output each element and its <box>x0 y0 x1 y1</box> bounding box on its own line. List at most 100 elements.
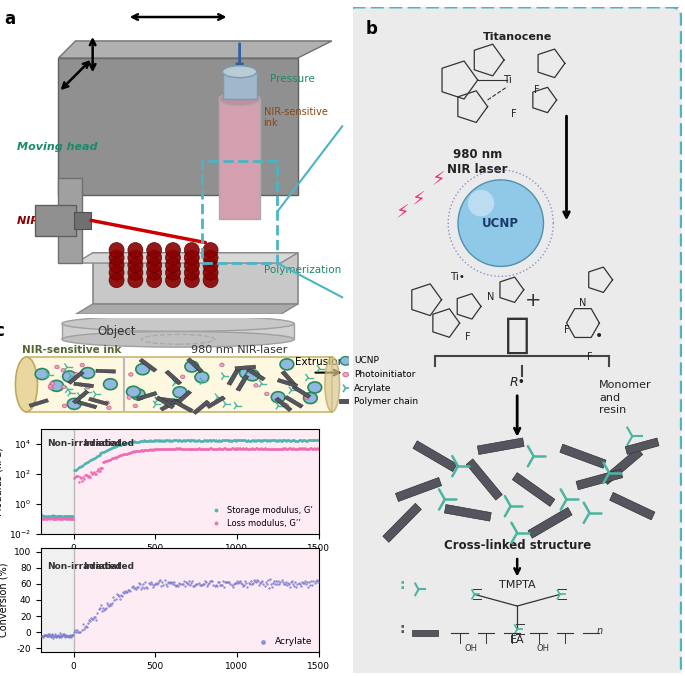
Text: Irradiated: Irradiated <box>84 562 134 571</box>
Acrylate <box>126 581 137 592</box>
Point <box>55 627 66 638</box>
Acrylate <box>176 579 187 589</box>
Bar <box>576 469 623 489</box>
Acrylate <box>158 579 169 590</box>
Point <box>60 631 71 642</box>
Text: ⚡: ⚡ <box>395 203 409 222</box>
Circle shape <box>203 250 218 265</box>
FancyBboxPatch shape <box>58 178 82 263</box>
Acrylate <box>80 621 91 631</box>
Acrylate <box>234 576 245 587</box>
Acrylate <box>197 579 208 589</box>
Acrylate <box>221 576 232 587</box>
Text: R•: R• <box>509 377 525 389</box>
Point <box>46 630 57 641</box>
Acrylate <box>91 615 102 626</box>
Point <box>67 629 78 640</box>
Text: 980 nm NIR-laser: 980 nm NIR-laser <box>191 345 288 355</box>
Bar <box>175 390 192 405</box>
Acrylate <box>291 581 302 592</box>
Acrylate <box>297 577 308 587</box>
FancyBboxPatch shape <box>219 99 260 218</box>
Ellipse shape <box>325 357 340 412</box>
Polygon shape <box>75 253 298 263</box>
Bar <box>477 438 524 454</box>
Circle shape <box>166 250 180 265</box>
Point <box>38 631 49 642</box>
Text: UCNP: UCNP <box>354 356 379 365</box>
Acrylate <box>203 578 214 589</box>
Acrylate <box>151 579 162 589</box>
Acrylate <box>103 600 114 611</box>
Acrylate <box>141 581 152 592</box>
Acrylate <box>310 576 321 587</box>
Acrylate <box>119 587 129 598</box>
Bar <box>602 448 643 485</box>
Text: :: : <box>399 622 405 635</box>
Acrylate <box>264 573 275 584</box>
Point <box>66 631 77 642</box>
Point <box>61 631 72 642</box>
Acrylate <box>242 581 253 592</box>
Circle shape <box>249 367 253 370</box>
Acrylate <box>147 581 158 592</box>
Text: Moving head: Moving head <box>18 142 98 152</box>
Acrylate <box>306 576 316 587</box>
X-axis label: Dose (J): Dose (J) <box>157 558 203 569</box>
Acrylate <box>288 578 299 589</box>
Circle shape <box>127 386 140 397</box>
Acrylate <box>232 578 243 589</box>
Point <box>42 630 53 641</box>
Text: NIR laser: NIR laser <box>18 216 75 226</box>
Text: ⌣: ⌣ <box>505 314 530 356</box>
Point <box>39 631 50 642</box>
Acrylate <box>199 579 210 589</box>
Acrylate <box>93 604 104 615</box>
Text: Monomer
and
resin: Monomer and resin <box>599 380 652 415</box>
Circle shape <box>81 368 95 379</box>
Circle shape <box>129 372 133 377</box>
Acrylate <box>245 576 256 587</box>
Bar <box>96 369 116 373</box>
Acrylate <box>89 611 100 622</box>
Circle shape <box>62 404 66 408</box>
Acrylate <box>278 579 289 589</box>
Text: OH: OH <box>537 644 550 653</box>
Acrylate <box>214 580 225 591</box>
Point <box>40 630 51 641</box>
Acrylate <box>134 579 145 590</box>
Polygon shape <box>58 41 332 58</box>
Circle shape <box>184 272 199 288</box>
Acrylate <box>71 627 82 637</box>
Acrylate <box>143 577 154 588</box>
Point <box>38 630 49 641</box>
Acrylate <box>294 579 305 589</box>
Acrylate <box>153 578 164 589</box>
Storage modulus, G’ <box>314 436 322 444</box>
Storage modulus, G’ <box>260 435 268 443</box>
Bar <box>445 504 491 521</box>
Acrylate <box>241 577 252 588</box>
Loss modulus, G’’ <box>314 445 322 453</box>
Circle shape <box>103 379 117 389</box>
Acrylate <box>72 625 83 635</box>
Acrylate <box>268 577 279 588</box>
Bar <box>41 429 74 534</box>
Acrylate <box>130 583 141 594</box>
Circle shape <box>220 363 224 366</box>
Acrylate <box>161 580 172 591</box>
Y-axis label: Modulus (kPa): Modulus (kPa) <box>0 448 3 516</box>
Acrylate <box>251 577 262 587</box>
Acrylate <box>197 580 208 591</box>
Acrylate <box>187 576 198 587</box>
FancyBboxPatch shape <box>346 7 682 676</box>
Acrylate <box>260 577 271 587</box>
Acrylate <box>218 576 229 587</box>
Text: Photoinitiator: Photoinitiator <box>354 370 416 379</box>
Acrylate <box>251 575 262 585</box>
Point <box>64 630 75 641</box>
Acrylate <box>168 579 179 589</box>
Acrylate <box>208 579 219 590</box>
Acrylate <box>140 577 151 587</box>
Circle shape <box>254 384 258 387</box>
